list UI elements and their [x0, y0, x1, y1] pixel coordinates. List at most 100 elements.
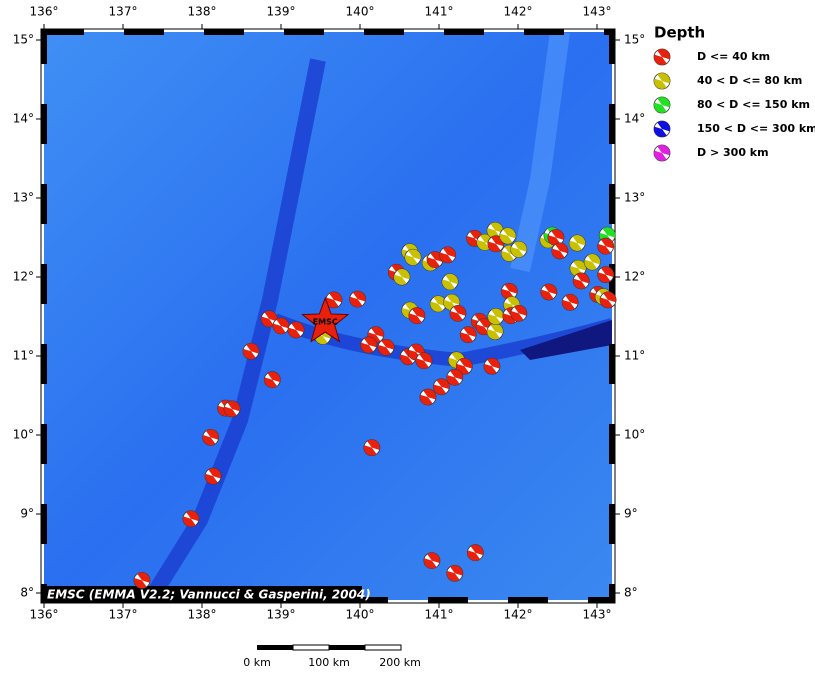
- lon-label: 142°: [504, 5, 533, 19]
- beachball: [483, 357, 501, 375]
- beachball: [597, 266, 615, 284]
- ball-wedge: [205, 429, 219, 440]
- beachball: [349, 290, 367, 308]
- lon-label: 140°: [346, 5, 375, 19]
- ball-wedge: [654, 78, 667, 89]
- ball-wedge: [562, 299, 575, 311]
- lon-label: 139°: [267, 608, 296, 622]
- beachball: [263, 371, 281, 389]
- beachball: [486, 221, 504, 239]
- ball-wedge: [514, 241, 527, 252]
- ball-wedge: [600, 266, 614, 277]
- deep: [520, 320, 612, 360]
- beachball: [510, 240, 528, 258]
- ball-wedge: [371, 326, 384, 338]
- epicenter-label: EMSC: [313, 318, 338, 327]
- ball-wedge: [186, 510, 199, 522]
- beachball: [540, 283, 558, 301]
- ball-wedge: [449, 310, 463, 322]
- beachball: [242, 342, 260, 360]
- beachball: [404, 248, 422, 266]
- ball-wedge: [419, 394, 433, 406]
- beachball: [653, 120, 671, 138]
- lat-label: 15°: [624, 33, 645, 47]
- scale-seg: [364, 644, 402, 651]
- scale-label: 100 km: [308, 656, 350, 669]
- ball-wedge: [393, 274, 407, 286]
- beachball: [439, 246, 457, 264]
- ball-wedge: [654, 150, 667, 161]
- beachball: [466, 229, 483, 247]
- ball-wedge: [381, 339, 395, 350]
- ball-wedge: [408, 249, 421, 260]
- ball-wedge: [483, 363, 497, 375]
- ball-wedge: [501, 250, 515, 262]
- ball-wedge: [657, 120, 671, 132]
- ball-wedge: [273, 323, 286, 334]
- beachball: [653, 96, 671, 114]
- lon-label: 141°: [425, 608, 454, 622]
- ball-wedge: [487, 329, 500, 340]
- lat-label: 10°: [13, 428, 34, 442]
- ball-wedge: [490, 323, 504, 334]
- ball-wedge: [445, 273, 459, 285]
- ball-wedge: [565, 294, 579, 305]
- ball-wedge: [137, 572, 150, 583]
- ball-wedge: [572, 235, 586, 246]
- epicenter-star: [301, 296, 350, 343]
- ball-wedge: [378, 344, 391, 356]
- ball-wedge: [436, 378, 450, 390]
- legend-title: Depth: [654, 24, 705, 42]
- ball-wedge: [208, 468, 222, 479]
- ball-wedge: [411, 344, 425, 355]
- ball-wedge: [450, 565, 463, 576]
- ball-wedge: [504, 283, 518, 294]
- scale-label: 0 km: [243, 656, 271, 669]
- ball-wedge: [224, 406, 237, 417]
- ball-wedge: [540, 237, 553, 248]
- lon-label: 139°: [267, 5, 296, 19]
- ball-wedge: [439, 252, 453, 263]
- ball-wedge: [600, 238, 614, 249]
- beachball: [597, 237, 615, 255]
- lon-label: 137°: [109, 5, 138, 19]
- ball-wedge: [367, 439, 380, 451]
- beachball: [446, 564, 464, 582]
- beachball: [510, 304, 528, 322]
- ball-wedge: [514, 305, 527, 316]
- ball-wedge: [264, 310, 278, 322]
- ball-wedge: [288, 327, 301, 338]
- beachball: [487, 235, 505, 253]
- lon-label: 138°: [188, 608, 217, 622]
- beachball: [272, 317, 290, 335]
- ball-wedge: [433, 295, 447, 307]
- beachball: [572, 272, 590, 290]
- ball-wedge: [569, 240, 582, 252]
- legend-label: D <= 40 km: [697, 50, 770, 63]
- ball-wedge: [503, 227, 516, 239]
- ball-wedge: [422, 260, 436, 271]
- beachball: [455, 357, 473, 375]
- ball-wedge: [487, 241, 501, 252]
- ball-wedge: [657, 97, 670, 108]
- lat-label: 13°: [624, 191, 645, 205]
- ball-wedge: [404, 254, 418, 266]
- ball-wedge: [427, 257, 440, 268]
- lat-label: 10°: [624, 428, 645, 442]
- ball-wedge: [261, 316, 274, 327]
- ball-wedge: [459, 358, 473, 369]
- ball-wedge: [182, 516, 196, 527]
- legend-label: 150 < D <= 300 km: [697, 122, 815, 135]
- lat-label: 12°: [13, 270, 34, 284]
- ball-wedge: [446, 570, 460, 582]
- ball-wedge: [276, 317, 289, 329]
- ball-wedge: [600, 297, 613, 308]
- lat-label: 11°: [13, 349, 34, 363]
- scale-label: 200 km: [379, 656, 421, 669]
- ball-wedge: [202, 435, 216, 446]
- ball-wedge: [466, 235, 480, 247]
- lat-label: 12°: [624, 270, 645, 284]
- ball-wedge: [510, 246, 524, 258]
- ball-wedge: [602, 227, 616, 238]
